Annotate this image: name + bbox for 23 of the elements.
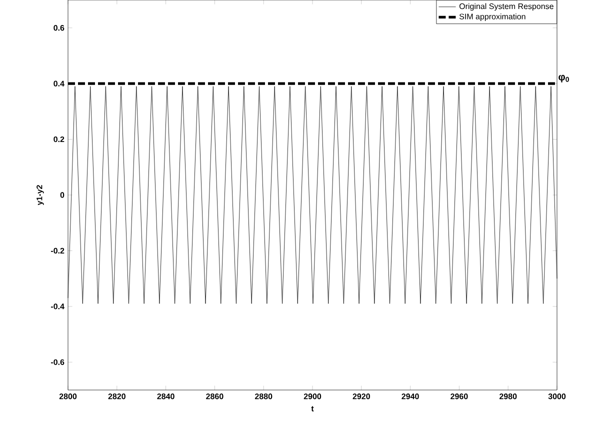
- x-tick-label: 2980: [499, 394, 517, 400]
- y-tick-label: -0.2: [50, 248, 64, 254]
- y-tick-label: 0.4: [54, 80, 64, 86]
- legend-label: SIM approximation: [459, 14, 526, 21]
- y-tick-label: 0: [60, 192, 64, 198]
- x-tick-label: 2920: [352, 394, 370, 400]
- text: Original System Response: [459, 3, 554, 11]
- y-tick-label: 0.2: [54, 136, 64, 142]
- x-tick-label: 2880: [254, 394, 272, 400]
- x-tick-label: 2820: [108, 394, 126, 400]
- y-tick-label: -0.4: [50, 304, 64, 310]
- x-tick-label: 2860: [206, 394, 224, 400]
- y-tick-label: 0.6: [54, 25, 64, 31]
- x-tick-label: 2960: [450, 394, 468, 400]
- x-tick-label: 2800: [59, 394, 77, 400]
- annotation: φ$_{0}$: [558, 74, 569, 82]
- x-tick-label: 2940: [402, 394, 419, 400]
- x-tick-label: 2840: [157, 394, 174, 400]
- x-tick-label: 2900: [304, 394, 322, 400]
- x-tick-label: 3000: [548, 394, 566, 400]
- y-tick-label: -0.6: [50, 359, 64, 365]
- x-axis-title: t: [311, 406, 314, 412]
- y-axis-title: y1-y2: [36, 185, 44, 206]
